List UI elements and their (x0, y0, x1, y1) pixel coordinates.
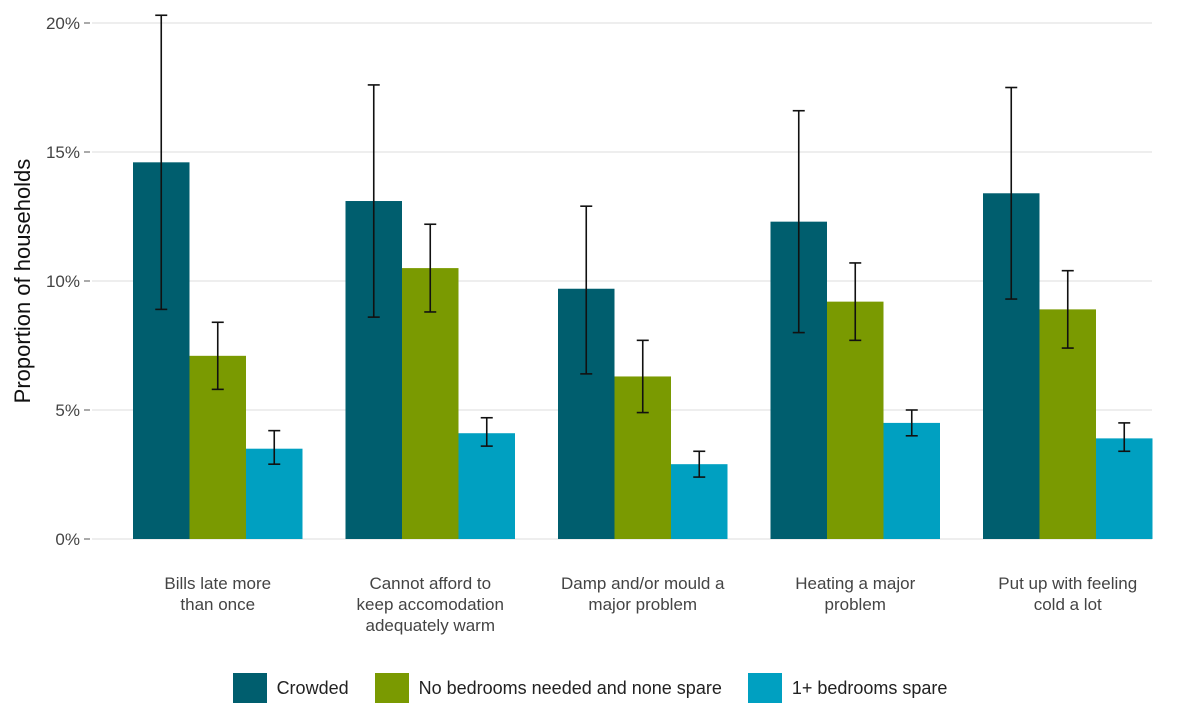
x-tick-label: cold a lot (1034, 595, 1102, 614)
legend-swatch (747, 673, 782, 703)
y-tick-label: 15% (46, 143, 80, 162)
x-tick-label: problem (825, 595, 886, 614)
y-tick-label: 10% (46, 272, 80, 291)
legend-label: 1+ bedrooms spare (791, 677, 948, 698)
x-tick-label: keep accomodation (357, 595, 504, 614)
bar (402, 268, 459, 539)
bar-chart-svg: 0% 5% 10% 15% 20% Proportion of households Bil… (10, 14, 1153, 635)
legend-item: No bedrooms needed and none spare (374, 673, 722, 703)
y-tick-label: 0% (55, 530, 80, 549)
x-tick-label: Cannot afford to (369, 574, 491, 593)
legend-label: Crowded (276, 677, 349, 698)
x-tick-label: Heating a major (795, 574, 915, 593)
bar (827, 301, 884, 539)
y-tick-label: 20% (46, 14, 80, 33)
bar (883, 422, 940, 539)
x-tick-label: adequately warm (366, 616, 495, 635)
legend: Crowded No bedrooms needed and none spare… (0, 672, 1180, 704)
x-tick-label: than once (180, 595, 255, 614)
legend-swatch (232, 673, 267, 703)
y-axis-title: Proportion of households (10, 159, 35, 404)
legend-label: No bedrooms needed and none spare (418, 677, 722, 698)
legend-swatch (374, 673, 409, 703)
legend-item: Crowded (232, 673, 349, 703)
y-tick-label: 5% (55, 401, 80, 420)
x-tick-label: major problem (588, 595, 697, 614)
x-tick-label: Put up with feeling (998, 574, 1137, 593)
legend-item: 1+ bedrooms spare (747, 673, 948, 703)
x-tick-label: Damp and/or mould a (561, 574, 725, 593)
x-tick-label: Bills late more (164, 574, 271, 593)
bar (458, 433, 515, 539)
bar (1096, 438, 1153, 539)
